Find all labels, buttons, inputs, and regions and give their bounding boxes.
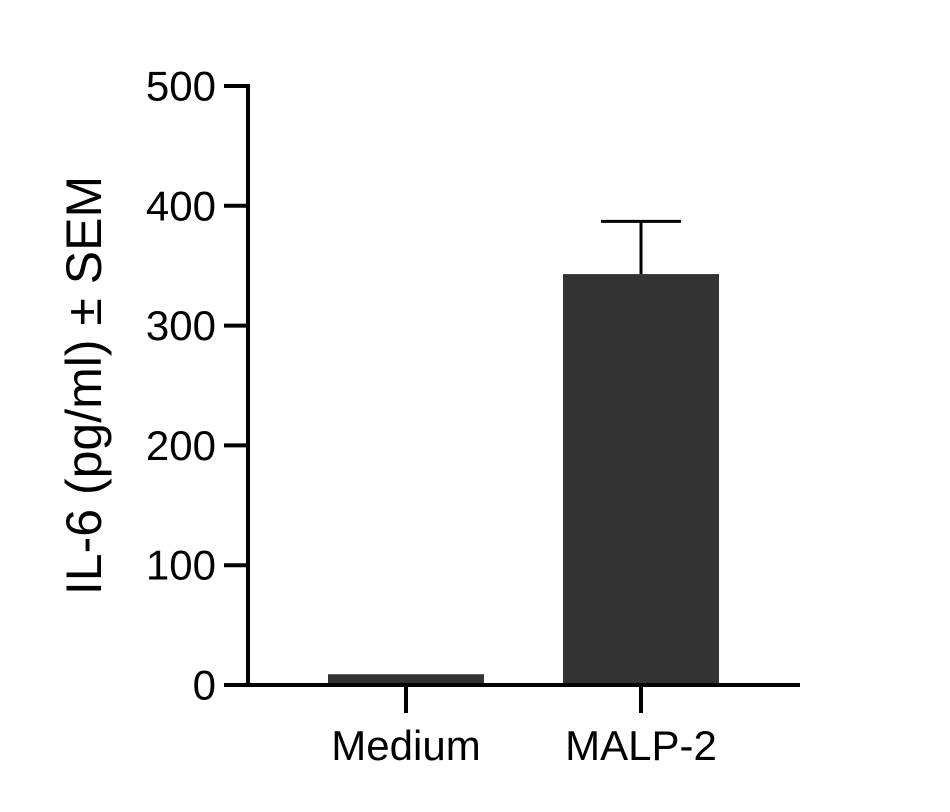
x-tick-label-malp-2: MALP-2 (565, 722, 717, 769)
x-tick-labels: Medium MALP-2 (331, 722, 717, 769)
y-tick-label: 300 (146, 302, 216, 349)
chart-marks (224, 84, 800, 713)
y-tick-label: 400 (146, 182, 216, 229)
y-tick-label: 100 (146, 542, 216, 589)
y-axis-title: IL-6 (pg/ml) ± SEM (56, 176, 112, 595)
error-bar (601, 219, 681, 275)
x-tick-label-medium: Medium (331, 722, 480, 769)
y-tick-label: 500 (146, 63, 216, 110)
bar-malp-2 (563, 274, 719, 685)
y-tick-labels: 0 100 200 300 400 500 (146, 63, 216, 709)
y-tick-label: 200 (146, 422, 216, 469)
y-tick-label: 0 (193, 662, 216, 709)
bar-medium (328, 674, 484, 685)
